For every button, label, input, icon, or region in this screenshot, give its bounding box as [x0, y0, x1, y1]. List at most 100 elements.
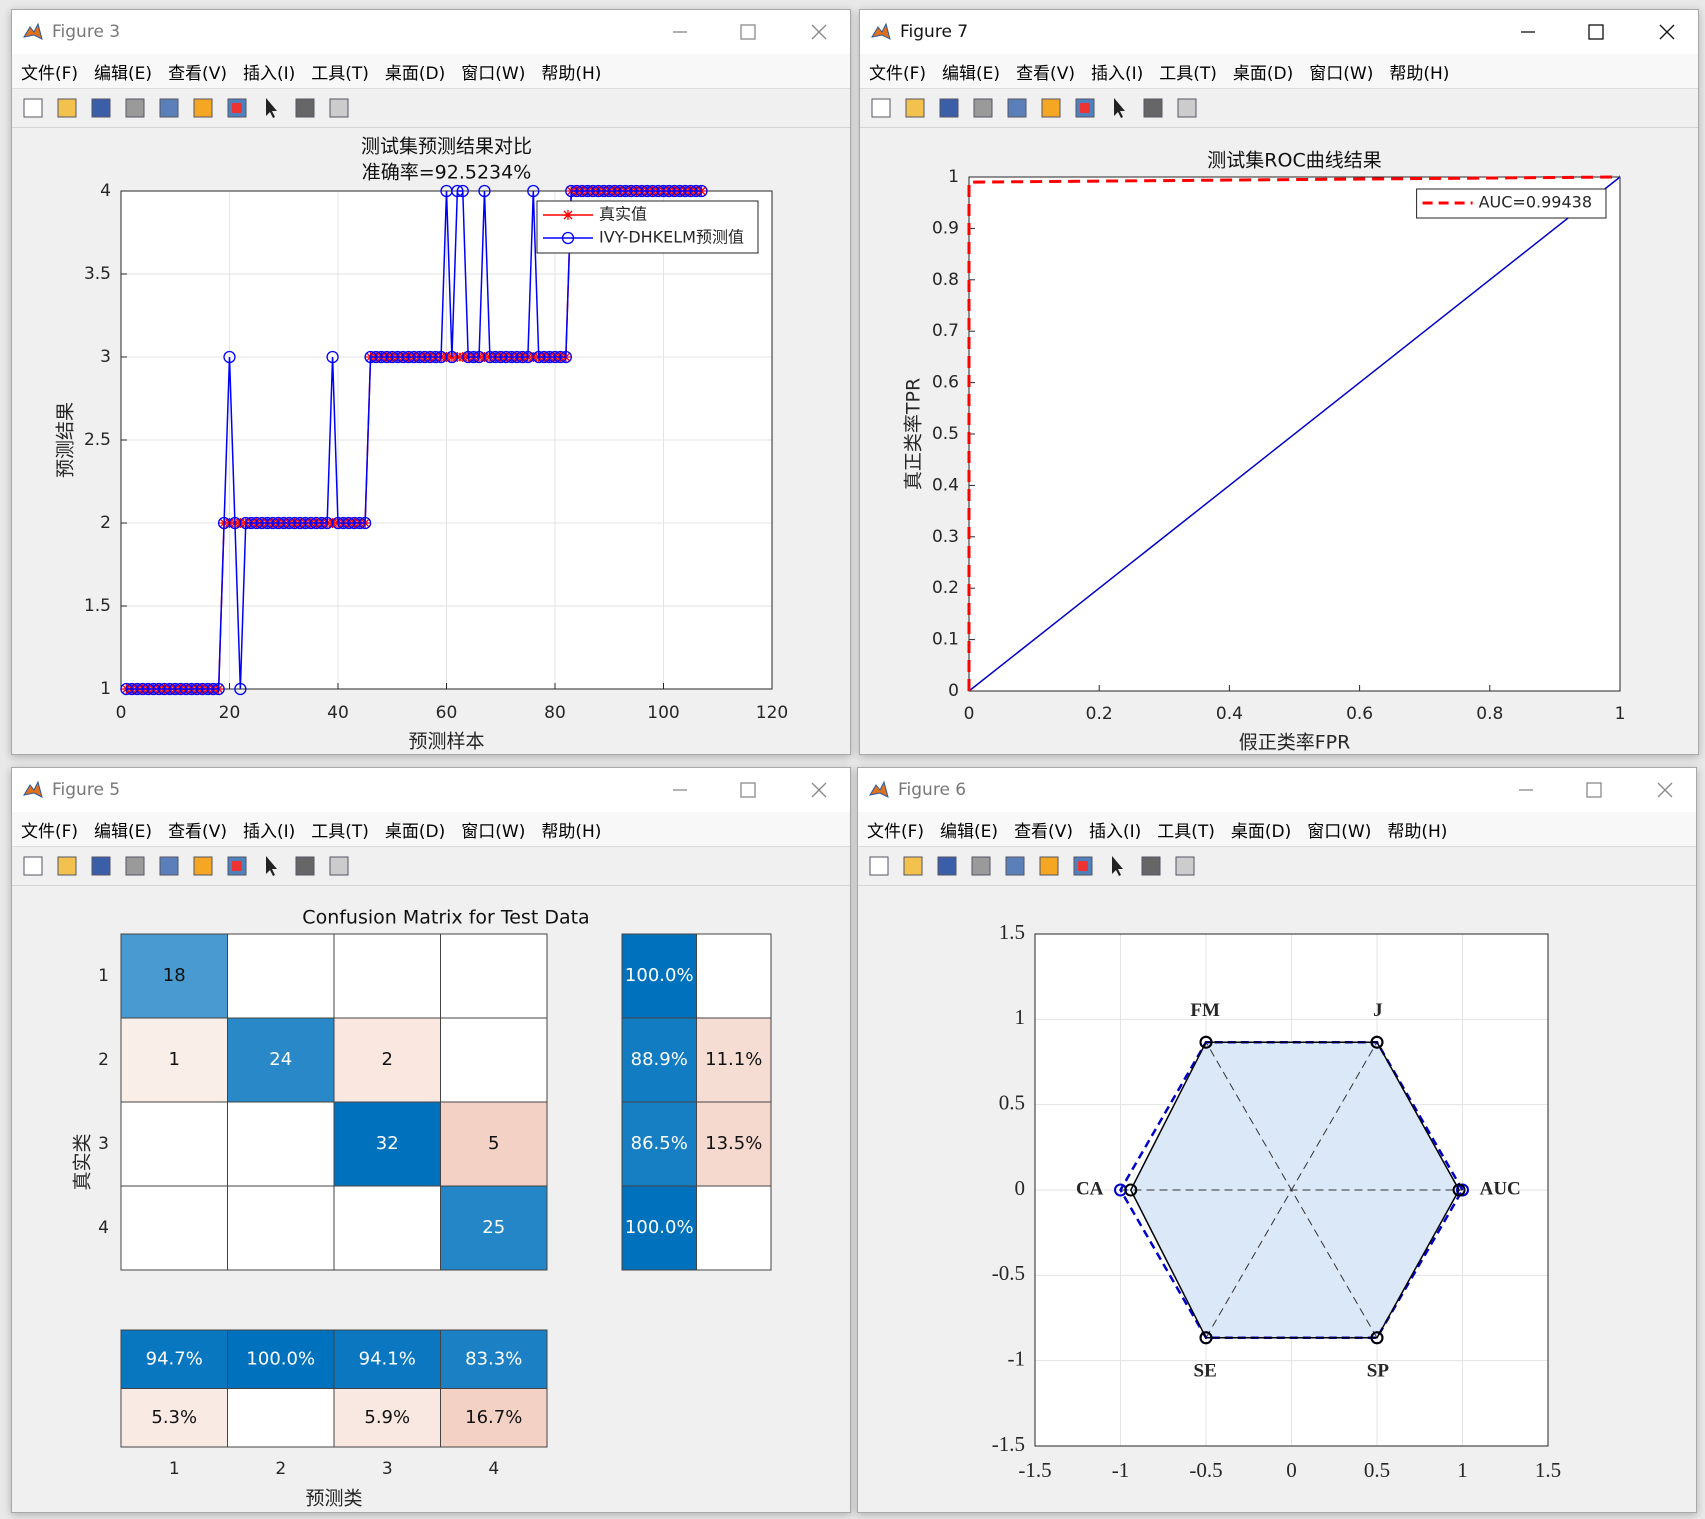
toolbar-button[interactable]: [326, 853, 352, 879]
toolbar-button[interactable]: [902, 95, 928, 121]
menu-item[interactable]: 插入(I): [1088, 821, 1142, 842]
title-bar: Figure 6: [858, 768, 1696, 812]
close-button[interactable]: [1655, 20, 1679, 44]
menu-item[interactable]: 插入(I): [242, 821, 296, 842]
minimize-button[interactable]: [668, 778, 692, 802]
close-button[interactable]: [1653, 778, 1677, 802]
toolbar-button[interactable]: [156, 95, 182, 121]
toolbar-button[interactable]: [258, 853, 284, 879]
icon-shape: [57, 856, 77, 876]
menu-item[interactable]: 查看(V): [168, 63, 227, 84]
menu-item[interactable]: 编辑(E): [940, 821, 999, 842]
toolbar-button[interactable]: [868, 95, 894, 121]
menu-item[interactable]: 编辑(E): [942, 63, 1001, 84]
menu-item[interactable]: 窗口(W): [1307, 821, 1372, 842]
toolbar-button[interactable]: [970, 95, 996, 121]
icon-shape: [869, 856, 889, 876]
toolbar-button[interactable]: [1104, 853, 1130, 879]
menu-item[interactable]: 桌面(D): [384, 63, 446, 84]
cell-label: 11.1%: [705, 1049, 762, 1070]
cell-label: 5.3%: [151, 1407, 197, 1428]
menu-item[interactable]: 文件(F): [867, 821, 925, 842]
minimize-button[interactable]: [1516, 20, 1540, 44]
menu-item[interactable]: 桌面(D): [1230, 821, 1292, 842]
maximize-button[interactable]: [736, 778, 760, 802]
toolbar-button[interactable]: [968, 853, 994, 879]
menu-item[interactable]: 查看(V): [168, 821, 227, 842]
close-button[interactable]: [807, 778, 831, 802]
series: [968, 176, 1621, 692]
toolbar-button[interactable]: [88, 95, 114, 121]
toolbar-button[interactable]: [190, 853, 216, 879]
toolbar-button[interactable]: [20, 95, 46, 121]
menu-item[interactable]: 窗口(W): [461, 821, 526, 842]
chart-subtitle: 准确率=92.5234%: [362, 162, 532, 184]
menu-item[interactable]: 文件(F): [21, 63, 79, 84]
toolbar-button[interactable]: [224, 95, 250, 121]
legend-label: AUC=0.99438: [1479, 193, 1592, 212]
x-tick-label: -0.5: [1189, 1458, 1222, 1482]
toolbar-button[interactable]: [54, 853, 80, 879]
x-tick-label: 0.5: [1364, 1458, 1390, 1482]
menu-item[interactable]: 工具(T): [311, 63, 369, 84]
toolbar-button[interactable]: [122, 95, 148, 121]
toolbar-button[interactable]: [20, 853, 46, 879]
toolbar-button[interactable]: [1036, 853, 1062, 879]
close-button[interactable]: [807, 20, 831, 44]
toolbar-button[interactable]: [1140, 95, 1166, 121]
legend-label: 真实值: [599, 205, 647, 224]
menu-item[interactable]: 桌面(D): [1232, 63, 1294, 84]
menu-item[interactable]: 帮助(H): [541, 821, 602, 842]
toolbar-button[interactable]: [292, 853, 318, 879]
toolbar-button[interactable]: [866, 853, 892, 879]
toolbar-button[interactable]: [936, 95, 962, 121]
menu-item[interactable]: 工具(T): [311, 821, 369, 842]
toolbar-button[interactable]: [934, 853, 960, 879]
menu-item[interactable]: 工具(T): [1159, 63, 1217, 84]
menu-item[interactable]: 窗口(W): [1309, 63, 1374, 84]
toolbar-button[interactable]: [1174, 95, 1200, 121]
toolbar-button[interactable]: [258, 95, 284, 121]
maximize-button[interactable]: [1582, 778, 1606, 802]
toolbar-button[interactable]: [122, 853, 148, 879]
menu-item[interactable]: 文件(F): [21, 821, 79, 842]
minimize-button[interactable]: [668, 20, 692, 44]
maximize-button[interactable]: [1584, 20, 1608, 44]
menu-bar: 文件(F) 编辑(E) 查看(V) 插入(I) 工具(T) 桌面(D) 窗口(W) 帮助(H): [860, 54, 1698, 89]
toolbar-button[interactable]: [292, 95, 318, 121]
menu-item[interactable]: 插入(I): [1090, 63, 1144, 84]
menu-item[interactable]: 工具(T): [1157, 821, 1215, 842]
toolbar-button[interactable]: [1002, 853, 1028, 879]
y-tick-label: 1.5: [84, 596, 111, 616]
menu-item[interactable]: 帮助(H): [1389, 63, 1450, 84]
toolbar-button[interactable]: [88, 853, 114, 879]
toolbar-button[interactable]: [900, 853, 926, 879]
menu-item[interactable]: 查看(V): [1014, 821, 1073, 842]
toolbar-button[interactable]: [1106, 95, 1132, 121]
menu-item[interactable]: 桌面(D): [384, 821, 446, 842]
minimize-button[interactable]: [1514, 778, 1538, 802]
toolbar-button[interactable]: [1038, 95, 1064, 121]
menu-item[interactable]: 编辑(E): [94, 63, 153, 84]
toolbar-button[interactable]: [1138, 853, 1164, 879]
toolbar-button[interactable]: [326, 95, 352, 121]
icon-shape: [23, 856, 43, 876]
toolbar-button[interactable]: [190, 95, 216, 121]
menu-item[interactable]: 查看(V): [1016, 63, 1075, 84]
toolbar-button[interactable]: [1070, 853, 1096, 879]
toolbar-button[interactable]: [54, 95, 80, 121]
toolbar-button[interactable]: [224, 853, 250, 879]
toolbar-button[interactable]: [156, 853, 182, 879]
menu-item[interactable]: 文件(F): [869, 63, 927, 84]
cell-label: 100.0%: [246, 1348, 315, 1369]
menu-item[interactable]: 窗口(W): [461, 63, 526, 84]
toolbar-button[interactable]: [1004, 95, 1030, 121]
menu-item[interactable]: 插入(I): [242, 63, 296, 84]
maximize-button[interactable]: [736, 20, 760, 44]
menu-item[interactable]: 帮助(H): [1387, 821, 1448, 842]
toolbar-button[interactable]: [1072, 95, 1098, 121]
menu-item[interactable]: 编辑(E): [94, 821, 153, 842]
marker: [559, 350, 572, 364]
toolbar-button[interactable]: [1172, 853, 1198, 879]
menu-item[interactable]: 帮助(H): [541, 63, 602, 84]
